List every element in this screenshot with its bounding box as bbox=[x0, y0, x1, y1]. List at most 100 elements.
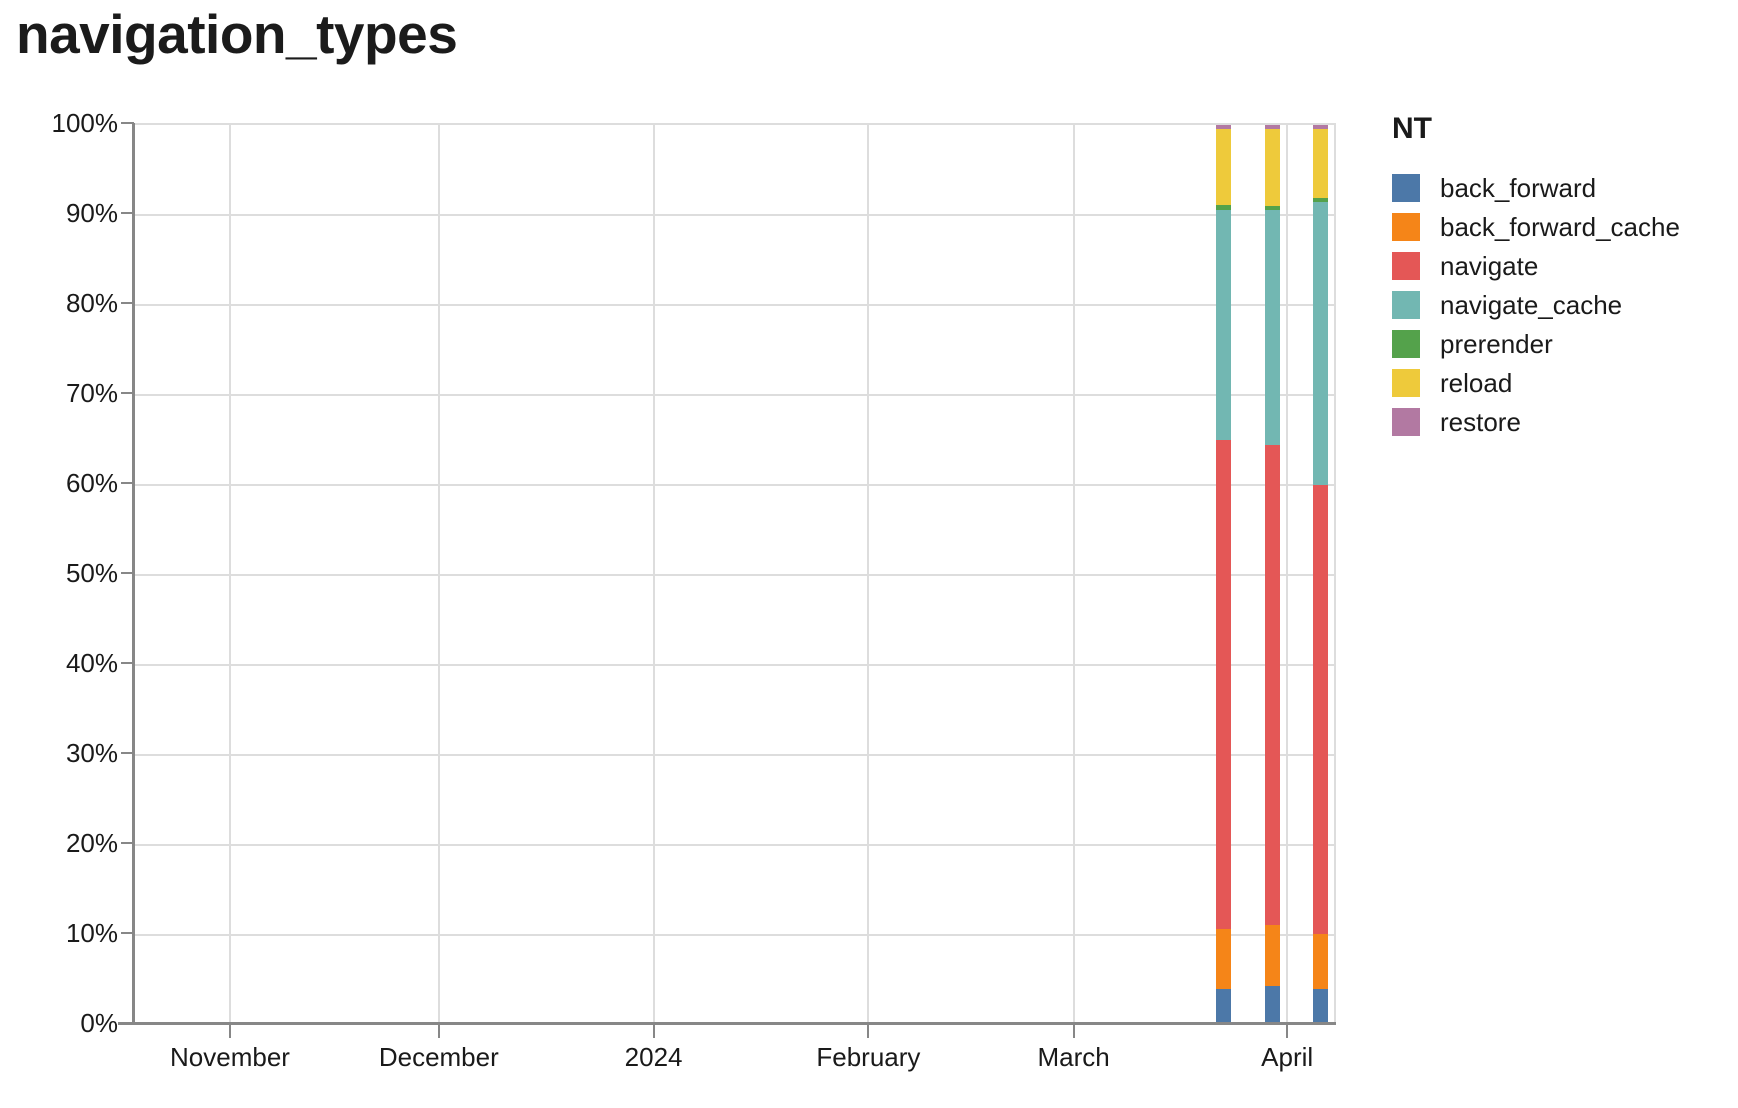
bar-segment-navigate_cache bbox=[1265, 209, 1280, 446]
x-gridline bbox=[652, 125, 655, 1025]
bar-segment-navigate_cache bbox=[1216, 209, 1232, 440]
y-tick-label: 10% bbox=[65, 918, 118, 948]
x-tick-label: April bbox=[1261, 1042, 1314, 1072]
bar-segment-reload bbox=[1265, 128, 1280, 206]
y-tick bbox=[121, 572, 134, 574]
y-tick bbox=[121, 752, 134, 754]
bar-segment-back_forward_cache bbox=[1265, 925, 1280, 987]
x-tick bbox=[867, 1025, 870, 1038]
x-gridline bbox=[1286, 125, 1289, 1025]
y-gridline bbox=[134, 484, 1334, 486]
y-tick-label: 0% bbox=[80, 1008, 118, 1038]
legend-swatch bbox=[1392, 251, 1420, 280]
legend-label: restore bbox=[1440, 406, 1521, 437]
x-tick bbox=[437, 1025, 440, 1038]
legend-label: navigate_cache bbox=[1440, 289, 1623, 320]
bar-segment-back_forward bbox=[1216, 989, 1232, 1025]
y-gridline bbox=[134, 664, 1334, 666]
legend-swatch bbox=[1392, 329, 1420, 358]
x-tick-label: 2024 bbox=[624, 1042, 683, 1072]
legend-label: back_forward bbox=[1440, 172, 1597, 203]
legend-swatch bbox=[1392, 368, 1420, 397]
y-tick bbox=[121, 212, 134, 214]
legend-item: reload bbox=[1392, 363, 1732, 402]
legend-title: NT bbox=[1392, 112, 1432, 145]
bar-segment-navigate bbox=[1313, 485, 1328, 935]
bar-segment-prerender bbox=[1265, 206, 1280, 210]
legend-item: navigate bbox=[1392, 246, 1732, 285]
legend-swatch bbox=[1392, 173, 1420, 202]
y-gridline bbox=[134, 754, 1334, 756]
bar bbox=[1216, 125, 1232, 1025]
legend-swatch bbox=[1392, 212, 1420, 241]
bar-segment-reload bbox=[1313, 128, 1328, 198]
x-gridline bbox=[1072, 125, 1075, 1025]
y-gridline bbox=[134, 394, 1334, 396]
y-tick-label: 90% bbox=[65, 198, 118, 228]
y-gridline bbox=[134, 214, 1334, 216]
bar bbox=[1313, 125, 1328, 1025]
x-gridline bbox=[867, 125, 870, 1025]
y-tick-label: 40% bbox=[65, 648, 118, 678]
chart-title: navigation_types bbox=[16, 3, 458, 65]
y-gridline bbox=[134, 844, 1334, 846]
bar-segment-back_forward bbox=[1265, 986, 1280, 1025]
bar-segment-back_forward_cache bbox=[1313, 934, 1328, 989]
bar-segment-navigate_cache bbox=[1313, 202, 1328, 485]
bar-segment-prerender bbox=[1313, 197, 1328, 203]
x-tick bbox=[229, 1025, 231, 1038]
legend-item: navigate_cache bbox=[1392, 285, 1732, 324]
y-tick bbox=[121, 122, 134, 124]
y-gridline bbox=[134, 574, 1334, 576]
y-tick bbox=[121, 932, 134, 934]
y-tick-label: 80% bbox=[65, 288, 118, 318]
legend-label: reload bbox=[1440, 367, 1513, 398]
x-tick-label: February bbox=[816, 1042, 921, 1072]
y-tick-label: 20% bbox=[65, 828, 118, 858]
x-tick-label: November bbox=[170, 1042, 290, 1072]
legend-swatch bbox=[1392, 290, 1420, 319]
y-tick-label: 30% bbox=[65, 738, 118, 768]
bar-segment-restore bbox=[1265, 125, 1280, 129]
legend-item: back_forward_cache bbox=[1392, 207, 1732, 246]
bar-segment-restore bbox=[1313, 125, 1328, 129]
y-tick bbox=[121, 662, 134, 664]
x-tick bbox=[1072, 1025, 1075, 1038]
y-tick-label: 60% bbox=[65, 468, 118, 498]
bar bbox=[1265, 125, 1280, 1025]
bar-segment-restore bbox=[1216, 125, 1232, 129]
y-tick-label: 70% bbox=[65, 378, 118, 408]
y-tick-label: 50% bbox=[65, 558, 118, 588]
y-gridline bbox=[134, 934, 1334, 936]
bar-segment-navigate bbox=[1216, 440, 1232, 929]
x-axis-domain-line bbox=[118, 1022, 1336, 1025]
legend-item: restore bbox=[1392, 402, 1732, 441]
legend-label: navigate bbox=[1440, 250, 1539, 281]
y-tick bbox=[121, 302, 134, 304]
bar-segment-back_forward_cache bbox=[1216, 928, 1232, 989]
bar-segment-navigate bbox=[1265, 445, 1280, 926]
y-tick bbox=[121, 392, 134, 394]
y-tick-label: 100% bbox=[51, 108, 119, 138]
legend-item: back_forward bbox=[1392, 168, 1732, 207]
x-gridline bbox=[229, 125, 231, 1025]
x-tick-label: December bbox=[378, 1042, 499, 1072]
legend-label: prerender bbox=[1440, 328, 1553, 359]
x-tick bbox=[1286, 1025, 1289, 1038]
x-tick bbox=[652, 1025, 655, 1038]
y-tick bbox=[121, 842, 134, 844]
y-tick bbox=[121, 482, 134, 484]
bar-segment-prerender bbox=[1216, 205, 1232, 210]
legend-swatch bbox=[1392, 407, 1420, 436]
bar-segment-reload bbox=[1216, 128, 1232, 206]
x-gridline bbox=[437, 125, 440, 1025]
bar-segment-back_forward bbox=[1313, 989, 1328, 1025]
x-tick-label: March bbox=[1037, 1042, 1110, 1072]
plot-area bbox=[134, 123, 1336, 1025]
y-axis-domain-line bbox=[132, 123, 135, 1023]
legend-label: back_forward_cache bbox=[1440, 211, 1680, 242]
legend-item: prerender bbox=[1392, 324, 1732, 363]
legend-items: back_forward back_forward_cache navigate na… bbox=[1392, 168, 1732, 441]
